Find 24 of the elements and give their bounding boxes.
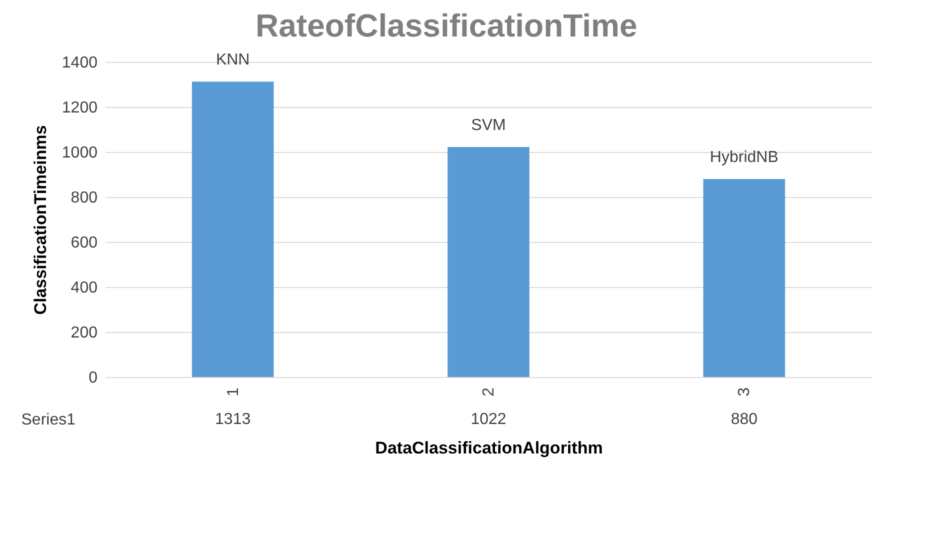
data-label: 1313 [215, 411, 251, 428]
y-tick-label: 600 [70, 234, 98, 252]
bar [448, 147, 530, 377]
y-tick-label: 1000 [62, 144, 98, 162]
bar [192, 82, 274, 377]
y-tick-label: 1200 [62, 100, 98, 116]
annotation: SVM [471, 117, 506, 134]
annotation: KNN [216, 52, 250, 69]
data-label: 880 [730, 411, 758, 428]
text: Series1 [21, 412, 76, 428]
x-tick-label: 2 [480, 387, 498, 396]
annotation: HybridNB [710, 149, 778, 166]
bar [703, 179, 786, 377]
x-tick-label: 1 [224, 387, 242, 396]
y-tick-label: 400 [70, 280, 98, 296]
y-axis-title: ClassificationTimeinms [30, 125, 50, 315]
x-axis-title: DataClassificationAlgorithm [375, 438, 603, 458]
y-tick-label: 200 [70, 324, 98, 342]
chart-title: RateofClassificationTime [256, 8, 638, 44]
y-tick-label: 1400 [62, 54, 98, 72]
y-tick-label: 0 [88, 370, 98, 386]
x-tick-label: 3 [736, 387, 754, 396]
data-label: 1022 [470, 411, 506, 428]
y-tick-label: 800 [70, 190, 98, 206]
